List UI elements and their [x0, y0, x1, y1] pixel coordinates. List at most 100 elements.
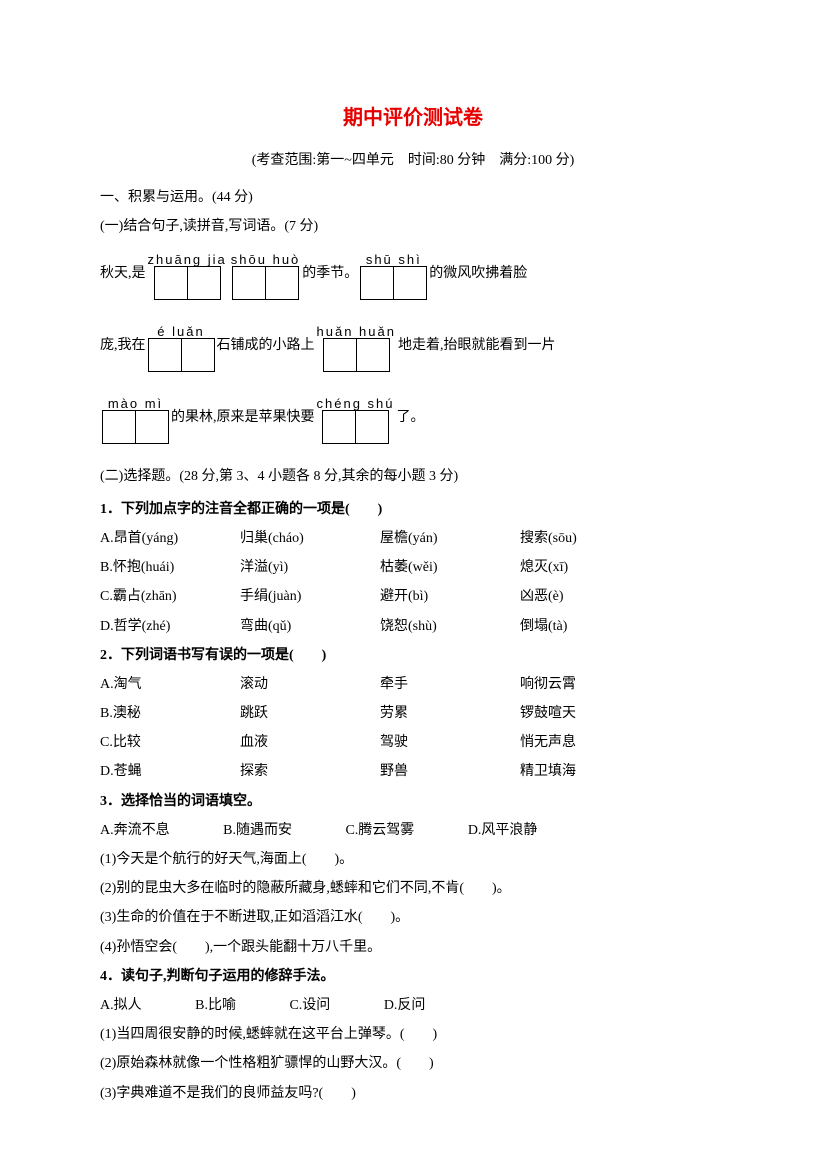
pinyin: shū shì	[366, 248, 422, 264]
opt-cell: D.苍蝇	[100, 759, 240, 784]
blank-group: mào mì	[102, 392, 169, 444]
q2-opt-d: D.苍蝇 探索 野兽 精卫填海	[100, 759, 726, 784]
text: 的微风吹拂着脸	[429, 261, 527, 286]
q1-opt-c: C.霸占(zhān) 手绢(juàn) 避开(bì) 凶恶(è)	[100, 584, 726, 609]
char-box[interactable]	[265, 266, 299, 300]
opt-c: C.设问	[289, 993, 330, 1018]
opt-cell: 归巢(cháo)	[240, 526, 380, 551]
char-box[interactable]	[148, 338, 182, 372]
opt-cell: C.霸占(zhān)	[100, 584, 240, 609]
pinyin: shōu huò	[231, 248, 301, 264]
char-box[interactable]	[356, 338, 390, 372]
char-box[interactable]	[154, 266, 188, 300]
opt-cell: B.怀抱(huái)	[100, 555, 240, 580]
opt-cell: 锣鼓喧天	[520, 701, 670, 726]
pinyin: zhuāng jia	[148, 248, 227, 264]
fill-line-1: 秋天,是 zhuāng jia shōu huò 的季节。 shū shì 的微…	[100, 248, 726, 300]
q3-item-3: (3)生命的价值在于不断进取,正如滔滔江水( )。	[100, 905, 726, 930]
opt-d: D.风平浪静	[468, 818, 538, 843]
q3-item-1: (1)今天是个航行的好天气,海面上( )。	[100, 847, 726, 872]
opt-a: A.拟人	[100, 993, 142, 1018]
opt-cell: A.昂首(yáng)	[100, 526, 240, 551]
section-1-head: 一、积累与运用。(44 分)	[100, 185, 726, 210]
opt-cell: 跳跃	[240, 701, 380, 726]
opt-cell: 牵手	[380, 672, 520, 697]
opt-cell: C.比较	[100, 730, 240, 755]
blank-group: zhuāng jia	[148, 248, 227, 300]
opt-b: B.比喻	[195, 993, 236, 1018]
pinyin: huǎn huǎn	[317, 320, 396, 336]
char-box[interactable]	[360, 266, 394, 300]
opt-a: A.奔流不息	[100, 818, 170, 843]
opt-cell: D.哲学(zhé)	[100, 614, 240, 639]
char-box[interactable]	[135, 410, 169, 444]
blank-group: huǎn huǎn	[317, 320, 396, 372]
char-box[interactable]	[355, 410, 389, 444]
q1-stem: 1．下列加点字的注音全都正确的一项是( )	[100, 497, 726, 522]
text: 的果林,原来是苹果快要	[171, 405, 315, 430]
opt-d: D.反问	[384, 993, 426, 1018]
fill-line-3: mào mì 的果林,原来是苹果快要 chéng shú 了。	[100, 392, 726, 444]
text: 的季节。	[302, 261, 358, 286]
blank-group: shōu huò	[231, 248, 301, 300]
blank-group: chéng shú	[317, 392, 395, 444]
pinyin: mào mì	[108, 392, 163, 408]
page-title: 期中评价测试卷	[100, 100, 726, 136]
q4-item-3: (3)字典难道不是我们的良师益友吗?( )	[100, 1081, 726, 1106]
char-box[interactable]	[187, 266, 221, 300]
q1-opt-d: D.哲学(zhé) 弯曲(qǔ) 饶恕(shù) 倒塌(tà)	[100, 614, 726, 639]
opt-cell: 洋溢(yì)	[240, 555, 380, 580]
opt-cell: 熄灭(xī)	[520, 555, 670, 580]
opt-cell: 响彻云霄	[520, 672, 670, 697]
opt-cell: 枯萎(wěi)	[380, 555, 520, 580]
q3-options: A.奔流不息 B.随遇而安 C.腾云驾雾 D.风平浪静	[100, 818, 726, 843]
q3-item-2: (2)别的昆虫大多在临时的隐蔽所藏身,蟋蟀和它们不同,不肯( )。	[100, 876, 726, 901]
q3-item-4: (4)孙悟空会( ),一个跟头能翻十万八千里。	[100, 935, 726, 960]
opt-cell: 屋檐(yán)	[380, 526, 520, 551]
char-box[interactable]	[393, 266, 427, 300]
opt-cell: 悄无声息	[520, 730, 670, 755]
q4-stem: 4．读句子,判断句子运用的修辞手法。	[100, 964, 726, 989]
part-1-head: (一)结合句子,读拼音,写词语。(7 分)	[100, 214, 726, 239]
opt-cell: 滚动	[240, 672, 380, 697]
opt-cell: 野兽	[380, 759, 520, 784]
opt-cell: 凶恶(è)	[520, 584, 670, 609]
opt-cell: 血液	[240, 730, 380, 755]
pinyin: chéng shú	[317, 392, 395, 408]
char-box[interactable]	[323, 338, 357, 372]
fill-line-2: 庞,我在 é luǎn 石铺成的小路上 huǎn huǎn 地走着,抬眼就能看到…	[100, 320, 726, 372]
blank-group: shū shì	[360, 248, 427, 300]
opt-cell: 饶恕(shù)	[380, 614, 520, 639]
pinyin: é luǎn	[157, 320, 204, 336]
opt-cell: 探索	[240, 759, 380, 784]
q2-opt-c: C.比较 血液 驾驶 悄无声息	[100, 730, 726, 755]
opt-cell: 避开(bì)	[380, 584, 520, 609]
q4-item-1: (1)当四周很安静的时候,蟋蟀就在这平台上弹琴。( )	[100, 1022, 726, 1047]
opt-cell: 弯曲(qǔ)	[240, 614, 380, 639]
q2-stem: 2．下列词语书写有误的一项是( )	[100, 643, 726, 668]
blank-group: é luǎn	[148, 320, 215, 372]
opt-c: C.腾云驾雾	[345, 818, 414, 843]
text: 了。	[397, 405, 425, 430]
char-box[interactable]	[232, 266, 266, 300]
part-2-head: (二)选择题。(28 分,第 3、4 小题各 8 分,其余的每小题 3 分)	[100, 464, 726, 489]
text: 地走着,抬眼就能看到一片	[398, 333, 556, 358]
q4-item-2: (2)原始森林就像一个性格粗犷骠悍的山野大汉。( )	[100, 1051, 726, 1076]
opt-cell: B.澳秘	[100, 701, 240, 726]
text: 庞,我在	[100, 333, 146, 358]
char-box[interactable]	[322, 410, 356, 444]
q1-opt-a: A.昂首(yáng) 归巢(cháo) 屋檐(yán) 搜索(sōu)	[100, 526, 726, 551]
char-box[interactable]	[181, 338, 215, 372]
q2-opt-a: A.淘气 滚动 牵手 响彻云霄	[100, 672, 726, 697]
text: 秋天,是	[100, 261, 146, 286]
opt-cell: 搜索(sōu)	[520, 526, 670, 551]
q3-stem: 3．选择恰当的词语填空。	[100, 789, 726, 814]
opt-cell: 倒塌(tà)	[520, 614, 670, 639]
char-box[interactable]	[102, 410, 136, 444]
opt-cell: 精卫填海	[520, 759, 670, 784]
page-subtitle: (考查范围:第一~四单元 时间:80 分钟 满分:100 分)	[100, 148, 726, 173]
q2-opt-b: B.澳秘 跳跃 劳累 锣鼓喧天	[100, 701, 726, 726]
opt-cell: A.淘气	[100, 672, 240, 697]
text: 石铺成的小路上	[217, 333, 315, 358]
opt-cell: 手绢(juàn)	[240, 584, 380, 609]
